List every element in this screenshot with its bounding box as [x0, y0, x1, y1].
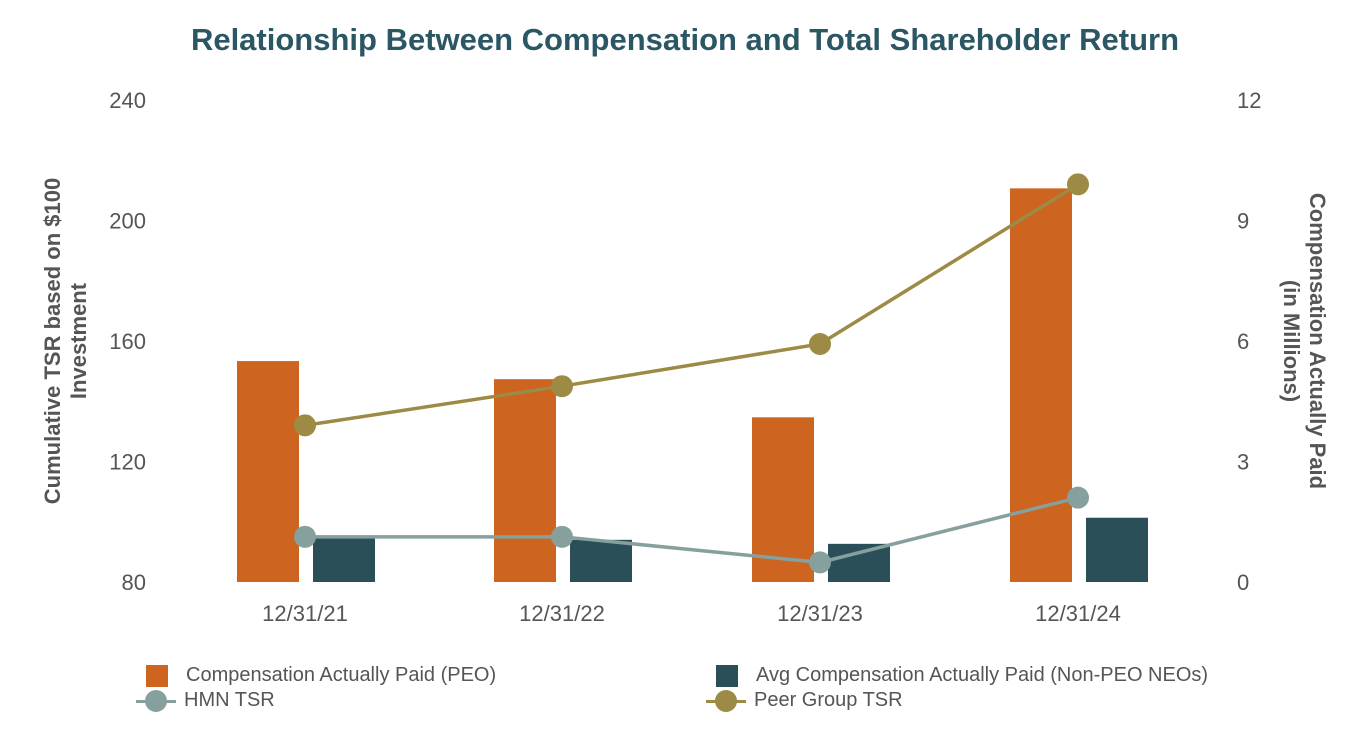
y-right-tick-1: 3: [1237, 450, 1249, 475]
legend-item-neo: Avg Compensation Actually Paid (Non-PEO …: [716, 664, 1208, 687]
y-right-axis-title: Compensation Actually Paid(in Millions): [1279, 193, 1330, 489]
x-tick-0: 12/31/21: [262, 601, 348, 626]
point-peer-1: [551, 375, 573, 398]
bar-peo-2: [752, 417, 814, 582]
legend-swatch-peer: [706, 689, 746, 712]
point-hmn-3: [1067, 486, 1089, 509]
y-right-axis-title-line-1: (in Millions): [1279, 280, 1304, 402]
y-right-tick-4: 12: [1237, 88, 1261, 113]
legend-swatch-peo: [146, 664, 168, 687]
y-left-axis-title-line-1: Investment: [66, 282, 91, 399]
y-left-tick-4: 240: [109, 88, 146, 113]
bar-neo-3: [1086, 517, 1148, 582]
x-tick-2: 12/31/23: [777, 601, 863, 626]
y-left-axis-title-line-0: Cumulative TSR based on $100: [40, 178, 65, 504]
legend-label-peer: Peer Group TSR: [754, 689, 903, 711]
legend-item-peo: Compensation Actually Paid (PEO): [146, 664, 496, 687]
y-left-tick-0: 80: [122, 570, 146, 595]
line-hmn: [305, 495, 1079, 565]
y-left-tick-3: 200: [109, 209, 146, 234]
legend-swatch-hmn: [136, 689, 176, 712]
bar-neo-1: [570, 539, 632, 582]
y-left-axis-title: Cumulative TSR based on $100Investment: [40, 178, 91, 504]
legend-label-hmn: HMN TSR: [184, 689, 275, 711]
point-peer-2: [809, 333, 831, 356]
y-right-tick-2: 6: [1237, 329, 1249, 354]
y-right-axis-title-line-0: Compensation Actually Paid: [1305, 193, 1330, 489]
legend-swatch-neo: [716, 664, 738, 687]
y-left-tick-1: 120: [109, 450, 146, 475]
line-peer: [304, 182, 1079, 428]
legend-item-hmn: HMN TSR: [136, 689, 275, 712]
bar-peo-0: [237, 361, 299, 582]
legend-label-peo: Compensation Actually Paid (PEO): [186, 664, 497, 686]
legend-label-neo: Avg Compensation Actually Paid (Non-PEO …: [756, 664, 1209, 686]
y-left-tick-2: 160: [109, 329, 146, 354]
bar-neo-2: [828, 543, 890, 582]
x-tick-3: 12/31/24: [1035, 601, 1121, 626]
point-peer-0: [294, 414, 316, 437]
legend-item-peer: Peer Group TSR: [706, 689, 903, 712]
bar-peo-3: [1010, 188, 1072, 582]
y-right-tick-0: 0: [1237, 570, 1249, 595]
y-right-tick-3: 9: [1237, 209, 1249, 234]
point-hmn-2: [809, 551, 831, 574]
bar-neo-0: [313, 535, 375, 582]
point-hmn-0: [294, 525, 316, 548]
bar-peo-1: [494, 379, 556, 582]
point-peer-3: [1067, 173, 1089, 196]
x-tick-1: 12/31/22: [519, 601, 605, 626]
chart-title: Relationship Between Compensation and To…: [190, 22, 1180, 57]
point-hmn-1: [551, 525, 573, 548]
